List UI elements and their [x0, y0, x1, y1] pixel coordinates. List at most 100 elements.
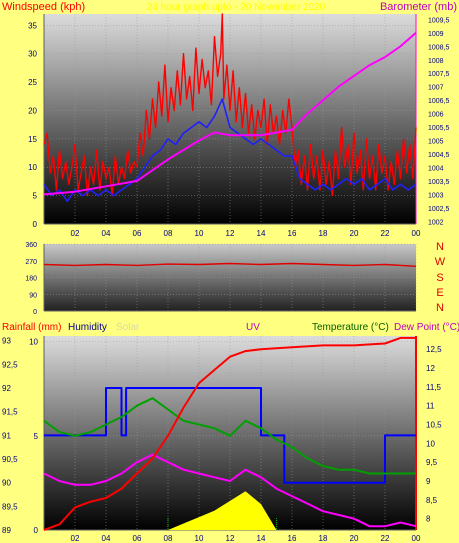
barometer-y-tick-label: 1008,5 — [428, 44, 450, 51]
temperature-y-tick-label: 12 — [426, 364, 435, 373]
direction-label-n-top: N — [436, 241, 444, 253]
direction-label-e: E — [436, 287, 443, 299]
x-tick-label: 02 — [71, 229, 80, 238]
x-tick-label: 22 — [381, 229, 390, 238]
wind-y-tick-label: 35 — [28, 21, 37, 30]
direction-y-tick-label: 90 — [29, 292, 37, 299]
x-tick-label: 06 — [133, 229, 142, 238]
wind-y-tick-label: 30 — [28, 50, 37, 59]
direction-label-w: W — [435, 256, 446, 268]
temperature-y-tick-label: 9 — [426, 477, 431, 486]
humidity-y-tick-label: 89,5 — [2, 502, 18, 511]
wind-y-tick-label: 0 — [33, 220, 38, 229]
temperature-y-tick-label: 11 — [426, 402, 435, 411]
x-tick-label: 08 — [164, 534, 173, 543]
x-tick-label: 18 — [319, 534, 328, 543]
x-tick-label: 08 — [164, 229, 173, 238]
x-tick-label: 00 — [412, 534, 421, 543]
rainfall-line — [43, 336, 416, 531]
x-tick-label: 16 — [288, 229, 297, 238]
rainfall-label: Rainfall (mm) — [2, 322, 61, 333]
barometer-y-tick-label: 1003,5 — [428, 179, 450, 186]
temperature-y-tick-label: 8 — [426, 515, 431, 524]
barometer-y-tick-label: 1006,5 — [428, 98, 450, 105]
dewpoint-line — [43, 453, 417, 528]
barometer-y-tick-label: 1005 — [428, 139, 444, 146]
barometer-y-tick-label: 1002,5 — [428, 206, 450, 213]
humidity-y-tick-label: 92,5 — [2, 360, 18, 369]
barometer-y-tick-label: 1004,5 — [428, 152, 450, 159]
x-tick-label: 10 — [195, 229, 204, 238]
x-tick-label: 04 — [102, 229, 111, 238]
x-tick-label: 20 — [350, 534, 359, 543]
x-tick-label: 18 — [319, 229, 328, 238]
humidity-y-tick-label: 89 — [2, 526, 11, 535]
direction-y-tick-label: 0 — [33, 309, 37, 316]
x-tick-label: 16 — [288, 534, 297, 543]
barometer-y-tick-label: 1004 — [428, 165, 444, 172]
direction-label-n-bottom: N — [436, 302, 444, 314]
barometer-y-tick-label: 1009,5 — [428, 17, 450, 24]
uv-label: UV — [246, 322, 260, 333]
x-tick-label: 22 — [381, 534, 390, 543]
dewpoint-label: Dew Point (°C) — [394, 322, 459, 333]
wind-y-tick-label: 5 — [33, 192, 38, 201]
wind-y-tick-label: 25 — [28, 78, 37, 87]
temperature-y-tick-label: 9,5 — [426, 458, 438, 467]
solar-area — [168, 491, 277, 530]
humidity-y-tick-label: 90,5 — [2, 455, 18, 464]
barometer-label: Barometer (mb) — [380, 1, 457, 13]
wind-y-tick-label: 20 — [28, 106, 37, 115]
barometer-y-tick-label: 1005,5 — [428, 125, 450, 132]
barometer-line — [43, 32, 417, 196]
direction-y-tick-label: 270 — [25, 259, 37, 266]
temperature-y-tick-label: 11,5 — [426, 383, 442, 392]
direction-label-s: S — [436, 272, 443, 284]
direction-y-tick-label: 360 — [25, 242, 37, 249]
humidity-y-tick-label: 91 — [2, 431, 11, 440]
x-tick-label: 14 — [257, 534, 266, 543]
x-tick-label: 20 — [350, 229, 359, 238]
humidity-y-tick-label: 90 — [2, 479, 11, 488]
temperature-label: Temperature (°C) — [312, 322, 389, 333]
temperature-y-tick-label: 10 — [426, 439, 435, 448]
rain-y-tick-label: 0 — [34, 526, 39, 535]
windspeed-label: Windspeed (kph) — [2, 1, 85, 13]
wind-gust-line — [43, 13, 417, 197]
barometer-y-tick-label: 1007,5 — [428, 71, 450, 78]
rain-y-tick-label: 10 — [29, 338, 38, 347]
humidity-y-tick-label: 93 — [2, 337, 11, 346]
barometer-y-tick-label: 1009 — [428, 31, 444, 38]
humidity-y-tick-label: 92 — [2, 384, 11, 393]
x-tick-label: 12 — [226, 229, 235, 238]
barometer-y-tick-label: 1002 — [428, 219, 444, 226]
rain-y-tick-label: 5 — [34, 432, 39, 441]
barometer-y-tick-label: 1006 — [428, 112, 444, 119]
humidity-y-tick-label: 91,5 — [2, 408, 18, 417]
chart-title: 24 hour graph upto - 20 November 2020 — [147, 2, 326, 13]
barometer-y-tick-label: 1003 — [428, 192, 444, 199]
x-tick-label: 10 — [195, 534, 204, 543]
temperature-y-tick-label: 12,5 — [426, 345, 442, 354]
temperature-line — [43, 397, 416, 475]
barometer-y-tick-label: 1008 — [428, 58, 444, 65]
wind-y-tick-label: 10 — [28, 163, 37, 172]
temperature-y-tick-label: 10,5 — [426, 421, 442, 430]
wind-direction-line — [43, 262, 417, 267]
x-tick-label: 04 — [102, 534, 111, 543]
temperature-y-tick-label: 8,5 — [426, 496, 438, 505]
x-tick-label: 14 — [257, 229, 266, 238]
x-tick-label: 06 — [133, 534, 142, 543]
humidity-label: Humidity — [68, 322, 107, 333]
solar-label: Solar — [116, 322, 140, 333]
wind-average-line — [43, 98, 417, 203]
x-tick-label: 00 — [412, 229, 421, 238]
direction-y-tick-label: 180 — [25, 276, 37, 283]
wind-y-tick-label: 15 — [28, 135, 37, 144]
humidity-line — [44, 387, 416, 484]
x-tick-label: 02 — [71, 534, 80, 543]
x-tick-label: 12 — [226, 534, 235, 543]
barometer-y-tick-label: 1007 — [428, 85, 444, 92]
